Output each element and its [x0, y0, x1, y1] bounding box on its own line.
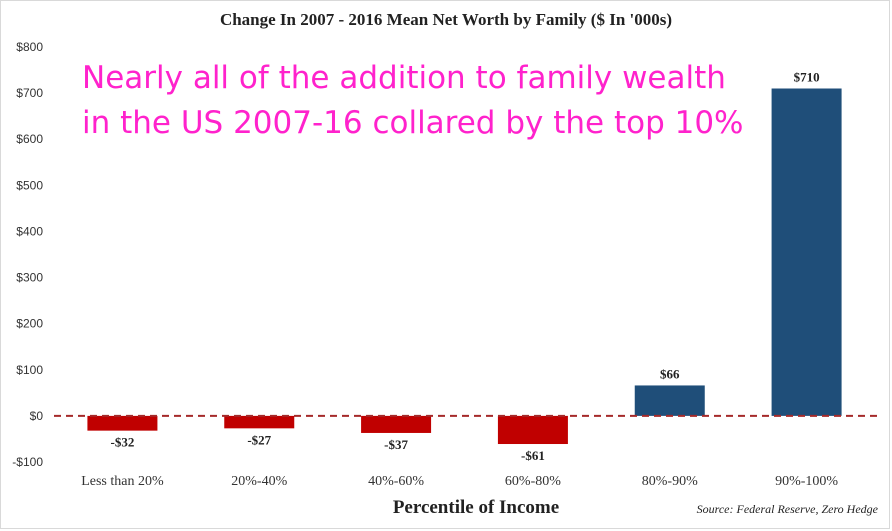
- x-tick-label: Less than 20%: [81, 474, 164, 489]
- data-label: -$27: [247, 432, 271, 447]
- data-label: -$32: [110, 435, 134, 450]
- y-tick-label: $600: [16, 132, 43, 146]
- y-tick-label: $300: [16, 271, 43, 285]
- data-label: $710: [794, 70, 820, 85]
- bar: [497, 415, 568, 445]
- x-tick-label: 60%-80%: [505, 474, 561, 489]
- bar: [361, 415, 432, 433]
- bar: [634, 385, 705, 416]
- y-tick-label: $100: [16, 363, 43, 377]
- y-tick-label: $500: [16, 178, 43, 192]
- bar: [771, 88, 842, 416]
- data-label: $66: [660, 366, 680, 381]
- bar: [224, 415, 295, 429]
- y-tick-label: $400: [16, 224, 43, 238]
- y-tick-label: -$100: [12, 455, 43, 469]
- data-label: -$61: [521, 448, 545, 463]
- y-tick-label: $700: [16, 86, 43, 100]
- annotation-text: Nearly all of the addition to family wea…: [82, 56, 782, 146]
- annotation-line-1: Nearly all of the addition to family wea…: [82, 60, 726, 96]
- source-note: Source: Federal Reserve, Zero Hedge: [696, 502, 878, 516]
- bar: [87, 415, 158, 431]
- x-axis-label: Percentile of Income: [392, 497, 560, 518]
- annotation-line-2: in the US 2007-16 collared by the top 10…: [82, 105, 744, 141]
- chart-title: Change In 2007 - 2016 Mean Net Worth by …: [219, 10, 673, 29]
- x-tick-label: 80%-90%: [642, 474, 698, 489]
- data-label: -$37: [384, 437, 408, 452]
- y-tick-label: $0: [30, 409, 44, 423]
- y-tick-label: $800: [16, 40, 43, 54]
- x-tick-label: 40%-60%: [368, 474, 424, 489]
- x-tick-label: 90%-100%: [775, 474, 838, 489]
- x-tick-label: 20%-40%: [231, 474, 287, 489]
- y-tick-label: $200: [16, 317, 43, 331]
